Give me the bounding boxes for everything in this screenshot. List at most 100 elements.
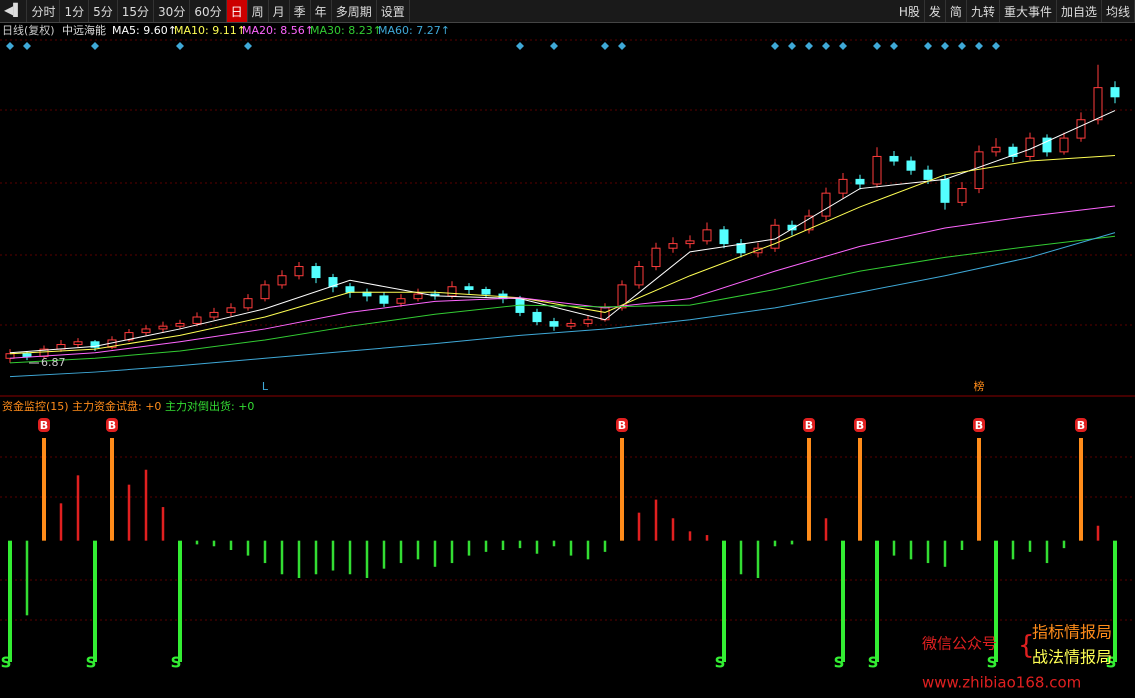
indicator-bar bbox=[722, 540, 726, 662]
indicator-bar bbox=[467, 540, 471, 556]
wm-prefix: 微信公众号 bbox=[922, 635, 997, 653]
buy-badge bbox=[803, 418, 815, 432]
buy-label: B bbox=[40, 419, 48, 432]
indicator-bar bbox=[807, 438, 811, 541]
indicator-bar bbox=[858, 438, 862, 541]
signal-diamond bbox=[839, 42, 847, 50]
ma-line bbox=[9, 232, 1116, 378]
toolbar-button[interactable]: 均线 bbox=[1102, 0, 1135, 22]
toolbar-button[interactable]: 年 bbox=[311, 0, 332, 22]
wm-line: 战法情报局 bbox=[1032, 648, 1112, 667]
candle-body bbox=[311, 266, 321, 279]
toolbar-button[interactable]: 15分 bbox=[118, 0, 155, 22]
indicator-bar bbox=[297, 540, 301, 578]
grid bbox=[0, 39, 1135, 621]
candle-body bbox=[141, 328, 151, 334]
toolbar-button[interactable]: 发 bbox=[925, 0, 946, 22]
signal-diamond bbox=[958, 42, 966, 50]
indicator-bar bbox=[586, 540, 590, 560]
sell-label: S bbox=[86, 654, 97, 672]
toolbar-button[interactable]: 5分 bbox=[89, 0, 118, 22]
signal-diamond bbox=[890, 42, 898, 50]
buy-badge bbox=[38, 418, 50, 432]
toolbar-button[interactable]: 简 bbox=[946, 0, 967, 22]
indicator-bar bbox=[450, 540, 454, 564]
toolbar-button[interactable]: 1分 bbox=[60, 0, 90, 22]
ma-line bbox=[9, 205, 1116, 359]
nav-icon[interactable]: ◀▌ bbox=[0, 0, 28, 22]
toolbar-button[interactable]: 60分 bbox=[190, 0, 227, 22]
toolbar: ◀▌ 分时 1分 5分 15分 30分 60分日周月季年多周期 设置 H股发简九转 重大事件 加自选… bbox=[0, 0, 1135, 23]
toolbar-button[interactable]: 设置 bbox=[377, 0, 410, 22]
signal-diamond bbox=[771, 42, 779, 50]
indicator-bar bbox=[280, 540, 284, 575]
toolbar-button[interactable]: 九转 bbox=[967, 0, 1000, 22]
candle-body bbox=[243, 298, 253, 309]
indicator-bar bbox=[552, 540, 556, 547]
ma-legend: MA5: 9.60↑ bbox=[112, 24, 177, 37]
indicator-bar bbox=[416, 540, 420, 560]
indicator-bar bbox=[365, 540, 369, 578]
candle-body bbox=[736, 243, 746, 254]
candle-body bbox=[90, 341, 100, 348]
low-label: 6.87 bbox=[41, 356, 66, 369]
ma-line bbox=[9, 235, 1116, 364]
period: 日线(复权) bbox=[2, 23, 55, 37]
candle-body bbox=[872, 155, 882, 185]
signal-diamond bbox=[992, 42, 1000, 50]
signal-diamond bbox=[516, 42, 524, 50]
indicator-bar bbox=[433, 540, 437, 567]
indicator-bar bbox=[331, 540, 335, 571]
indicator-bar bbox=[110, 438, 114, 541]
candle-body bbox=[379, 295, 389, 304]
indicator-bar bbox=[212, 540, 216, 547]
toolbar-button[interactable]: H股 bbox=[895, 0, 925, 22]
signal-diamond bbox=[244, 42, 252, 50]
candle-body bbox=[685, 240, 695, 245]
signal-diamond bbox=[924, 42, 932, 50]
toolbar-button[interactable]: 日 bbox=[226, 0, 248, 22]
indicator-bar bbox=[926, 540, 930, 564]
signal-diamond bbox=[618, 42, 626, 50]
toolbar-button[interactable]: 重大事件 bbox=[1000, 0, 1057, 22]
indicator-title: 资金监控(15) bbox=[2, 399, 69, 413]
indicator-bar bbox=[76, 475, 80, 541]
candle-body bbox=[1093, 87, 1103, 121]
indicator-bar bbox=[909, 540, 913, 560]
indicator-bar bbox=[263, 540, 267, 564]
toolbar-button[interactable]: 季 bbox=[290, 0, 311, 22]
candle-body bbox=[583, 319, 593, 324]
toolbar-button[interactable]: 月 bbox=[269, 0, 290, 22]
ma-line bbox=[9, 110, 1116, 354]
candle-body bbox=[22, 353, 32, 357]
candle-body bbox=[158, 325, 168, 330]
indicator-bar bbox=[178, 540, 182, 662]
indicator-bar bbox=[59, 503, 63, 541]
candle-body bbox=[702, 229, 712, 242]
toolbar-button[interactable]: 分时 bbox=[27, 0, 61, 22]
indicator-bar bbox=[25, 540, 29, 616]
sell-label: S bbox=[715, 654, 726, 672]
toolbar-button[interactable]: 多周期 bbox=[332, 0, 377, 22]
toolbar-button[interactable]: 加自选 bbox=[1057, 0, 1102, 22]
candle-body bbox=[124, 332, 134, 341]
candle-body bbox=[838, 178, 848, 194]
candle-body bbox=[413, 293, 423, 300]
candle-body bbox=[566, 322, 576, 327]
toolbar-button[interactable]: 30分 bbox=[154, 0, 191, 22]
sell-label: S bbox=[987, 654, 998, 672]
indicator-bar bbox=[841, 540, 845, 662]
watermark: 微信公众号 { 指标情报局 战法情报局 www.zhibiao168.com bbox=[922, 623, 1112, 692]
toolbar-button[interactable]: 周 bbox=[248, 0, 269, 22]
signal-diamond bbox=[23, 42, 31, 50]
tool-buttons: H股发简九转 重大事件 加自选 均线 bbox=[895, 0, 1135, 22]
candle-body bbox=[821, 192, 831, 217]
indicator-bar bbox=[654, 499, 658, 541]
sell-label: S bbox=[834, 654, 845, 672]
indicator-bar bbox=[42, 438, 46, 541]
indicator-bar bbox=[569, 540, 573, 556]
candle-body bbox=[294, 266, 304, 277]
indicator-bar bbox=[892, 540, 896, 556]
ma-legend: MA60: 7.27↑ bbox=[378, 24, 450, 37]
candle-body bbox=[532, 311, 542, 323]
